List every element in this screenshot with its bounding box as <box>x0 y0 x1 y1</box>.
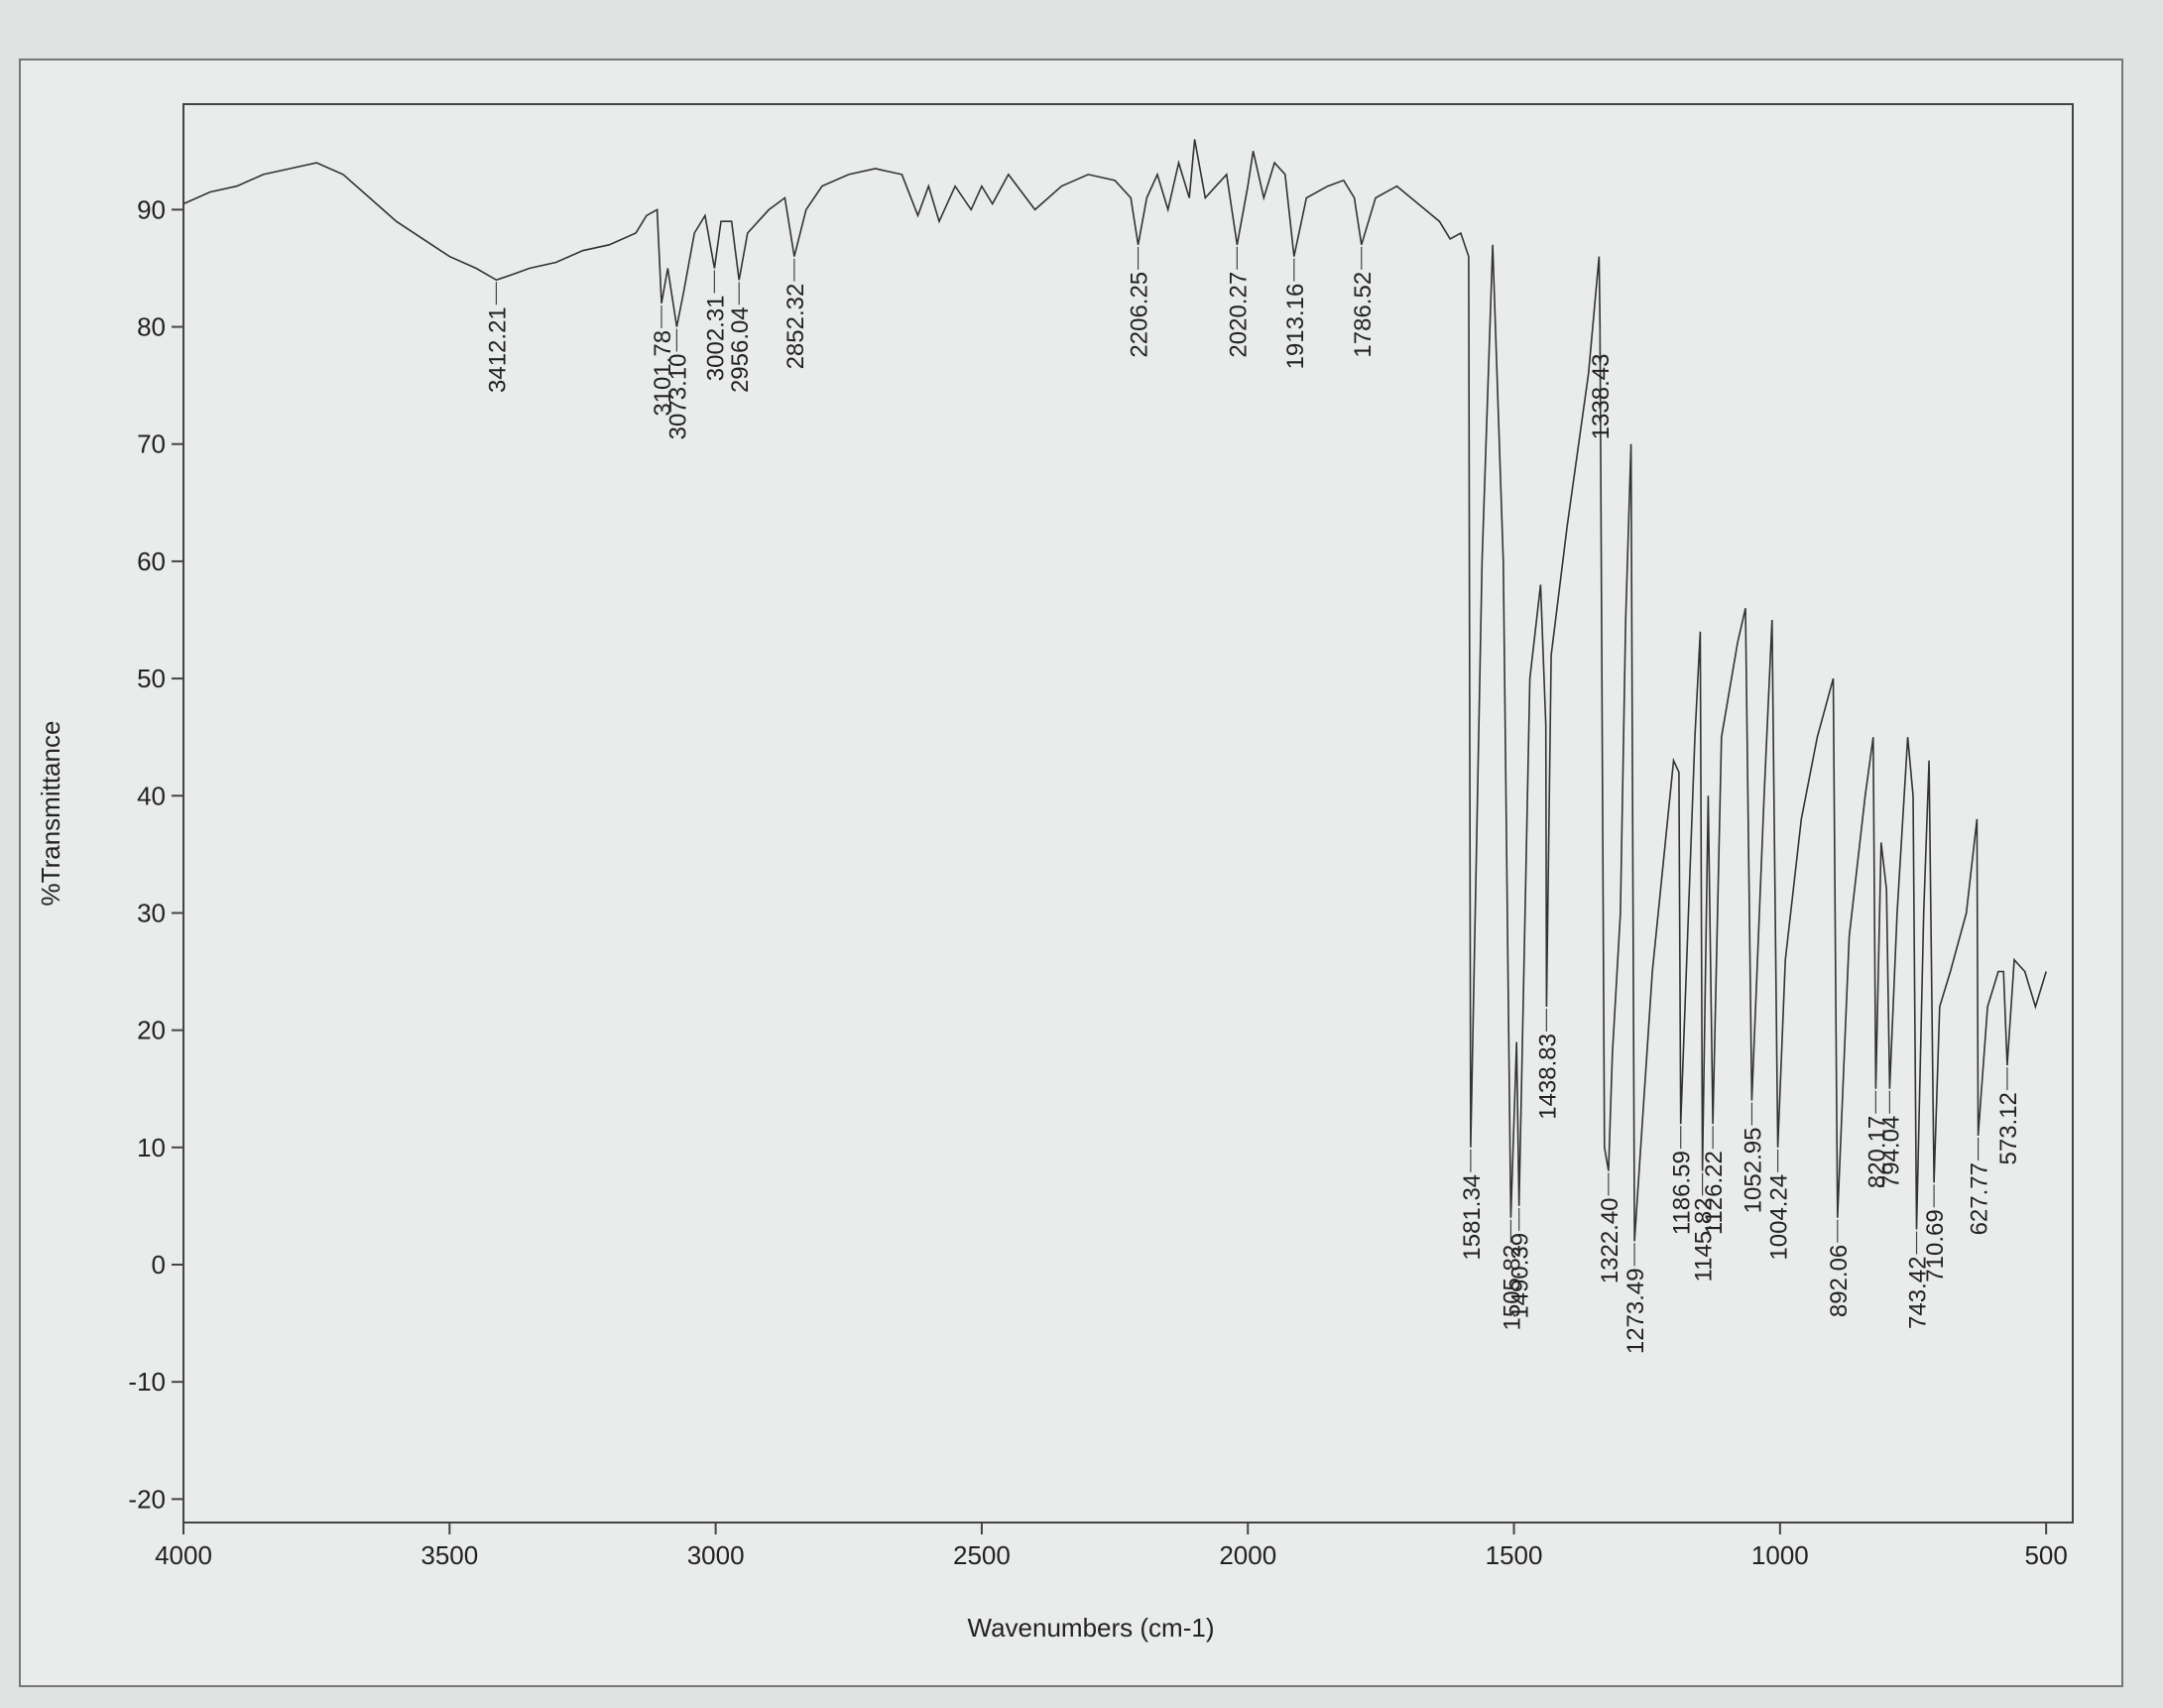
peak-label: 1913.16 <box>1282 284 1309 370</box>
peak-label: 2956.04 <box>727 306 754 393</box>
peak-label: 1786.52 <box>1350 272 1377 358</box>
peak-label: 1505.82 <box>1499 1245 1525 1331</box>
y-tick-label: -10 <box>128 1367 166 1397</box>
y-tick-label: 0 <box>152 1250 166 1280</box>
peak-label: 1052.95 <box>1740 1128 1766 1214</box>
peak-label: 1273.49 <box>1622 1268 1649 1354</box>
peak-label: 573.12 <box>1995 1092 2022 1164</box>
y-axis-label: %Transmittance <box>36 721 65 907</box>
peak-label: 1581.34 <box>1459 1174 1486 1261</box>
peak-label: 2206.25 <box>1127 272 1153 358</box>
y-tick-label: 10 <box>137 1133 166 1162</box>
peak-label: 1490.39 <box>1507 1233 1534 1319</box>
peak-label: 3073.10 <box>664 354 691 440</box>
peak-label: 892.06 <box>1826 1245 1853 1317</box>
peak-label: 3412.21 <box>484 306 511 393</box>
peak-label: 2020.27 <box>1225 272 1252 358</box>
x-tick-label: 3500 <box>421 1540 478 1570</box>
peak-label: 794.04 <box>1877 1116 1904 1188</box>
peak-label: 743.42 <box>1905 1257 1932 1329</box>
y-tick-label: 50 <box>137 664 166 693</box>
peak-label: 3101.78 <box>650 330 676 417</box>
x-tick-label: 2000 <box>1219 1540 1276 1570</box>
x-tick-label: 1000 <box>1751 1540 1809 1570</box>
peak-label: 1338.43 <box>1588 354 1615 440</box>
peak-label: 820.17 <box>1863 1116 1890 1188</box>
x-tick-label: 2500 <box>953 1540 1011 1570</box>
y-tick-label: 80 <box>137 312 166 342</box>
peak-label: 1438.83 <box>1534 1034 1561 1120</box>
y-tick-label: 40 <box>137 781 166 810</box>
peak-label: 627.77 <box>1967 1162 1993 1235</box>
x-tick-label: 4000 <box>155 1540 212 1570</box>
y-tick-label: -20 <box>128 1484 166 1514</box>
y-tick-label: 30 <box>137 898 166 927</box>
y-tick-label: 60 <box>137 547 166 576</box>
peak-label: 1186.59 <box>1669 1151 1696 1235</box>
spectrum-line <box>182 139 2047 1242</box>
y-tick-label: 90 <box>137 194 166 224</box>
peak-label: 1145.82 <box>1691 1197 1718 1281</box>
y-tick-label: 20 <box>137 1016 166 1045</box>
peak-label: 1004.24 <box>1766 1174 1793 1261</box>
peak-label: 2852.32 <box>782 284 809 370</box>
x-axis-label: Wavenumbers (cm-1) <box>968 1613 1215 1643</box>
peak-label: 3002.31 <box>702 295 729 381</box>
peak-label: 1126.22 <box>1701 1151 1728 1235</box>
x-tick-label: 3000 <box>687 1540 745 1570</box>
paper <box>19 59 2123 1687</box>
peak-label: 710.69 <box>1922 1209 1949 1281</box>
x-tick-label: 500 <box>2024 1540 2067 1570</box>
plot-frame <box>182 103 2074 1524</box>
y-tick-label: 70 <box>137 429 166 459</box>
x-tick-label: 1500 <box>1486 1540 1543 1570</box>
peak-label: 1322.40 <box>1597 1197 1623 1283</box>
